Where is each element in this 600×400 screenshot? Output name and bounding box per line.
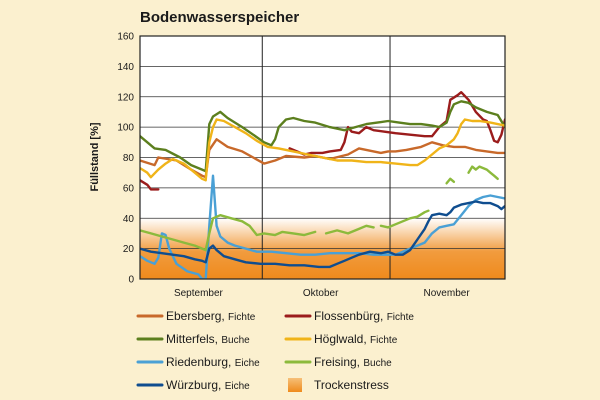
- x-axis-month-labels: September Oktober November: [174, 288, 470, 299]
- legend: Ebersberg, Fichte Flossenbürg, Fichte Mitt…: [136, 309, 414, 392]
- series-line-1-segment-1: [288, 91, 505, 156]
- y-tick-label-6: 120: [117, 92, 134, 103]
- legend-label-7: Trockenstress: [314, 378, 389, 392]
- y-tick-label-4: 80: [123, 153, 135, 164]
- series-line-2-segment-0: [140, 100, 505, 173]
- plot-frame: [139, 35, 506, 280]
- legend-label-3: Höglwald, Fichte: [314, 332, 398, 346]
- y-axis-ticks: 0 20 40 60 80 100 120 140 160: [117, 32, 134, 286]
- chart-title: Bodenwasserspeicher: [140, 9, 299, 26]
- series-line-5-segment-1: [324, 224, 375, 235]
- series-line-5-segment-0: [140, 214, 317, 252]
- legend-label-6: Würzburg, Eiche: [166, 378, 250, 392]
- series-lines: [140, 91, 505, 279]
- y-tick-label-7: 140: [117, 62, 134, 73]
- series-line-5-segment-3: [445, 177, 456, 185]
- legend-label-4: Riedenburg, Eiche: [166, 355, 260, 369]
- series-line-1-segment-0: [140, 179, 160, 191]
- y-tick-label-8: 160: [117, 32, 134, 43]
- series-line-5-segment-2: [379, 209, 430, 229]
- month-label-0: September: [174, 288, 224, 299]
- legend-label-0: Ebersberg, Fichte: [166, 309, 256, 323]
- y-tick-label-5: 100: [117, 123, 134, 134]
- y-tick-label-0: 0: [128, 275, 134, 286]
- legend-label-1: Flossenbürg, Fichte: [314, 309, 414, 323]
- series-line-3-segment-0: [140, 118, 505, 182]
- series-line-5-segment-4: [467, 165, 499, 180]
- grid-lines: [140, 35, 505, 280]
- month-label-1: Oktober: [303, 288, 339, 299]
- series-line-6-segment-0: [140, 200, 505, 269]
- series-line-4-segment-0: [140, 174, 505, 279]
- legend-label-2: Mitterfels, Buche: [166, 332, 250, 346]
- legend-label-5: Freising, Buche: [314, 355, 392, 369]
- y-tick-label-2: 40: [123, 214, 135, 225]
- legend-swatch-stress: [288, 378, 302, 392]
- y-tick-label-1: 20: [123, 244, 135, 255]
- month-label-2: November: [424, 288, 471, 299]
- y-axis-label: Füllstand [%]: [89, 122, 101, 191]
- y-tick-label-3: 60: [123, 183, 135, 194]
